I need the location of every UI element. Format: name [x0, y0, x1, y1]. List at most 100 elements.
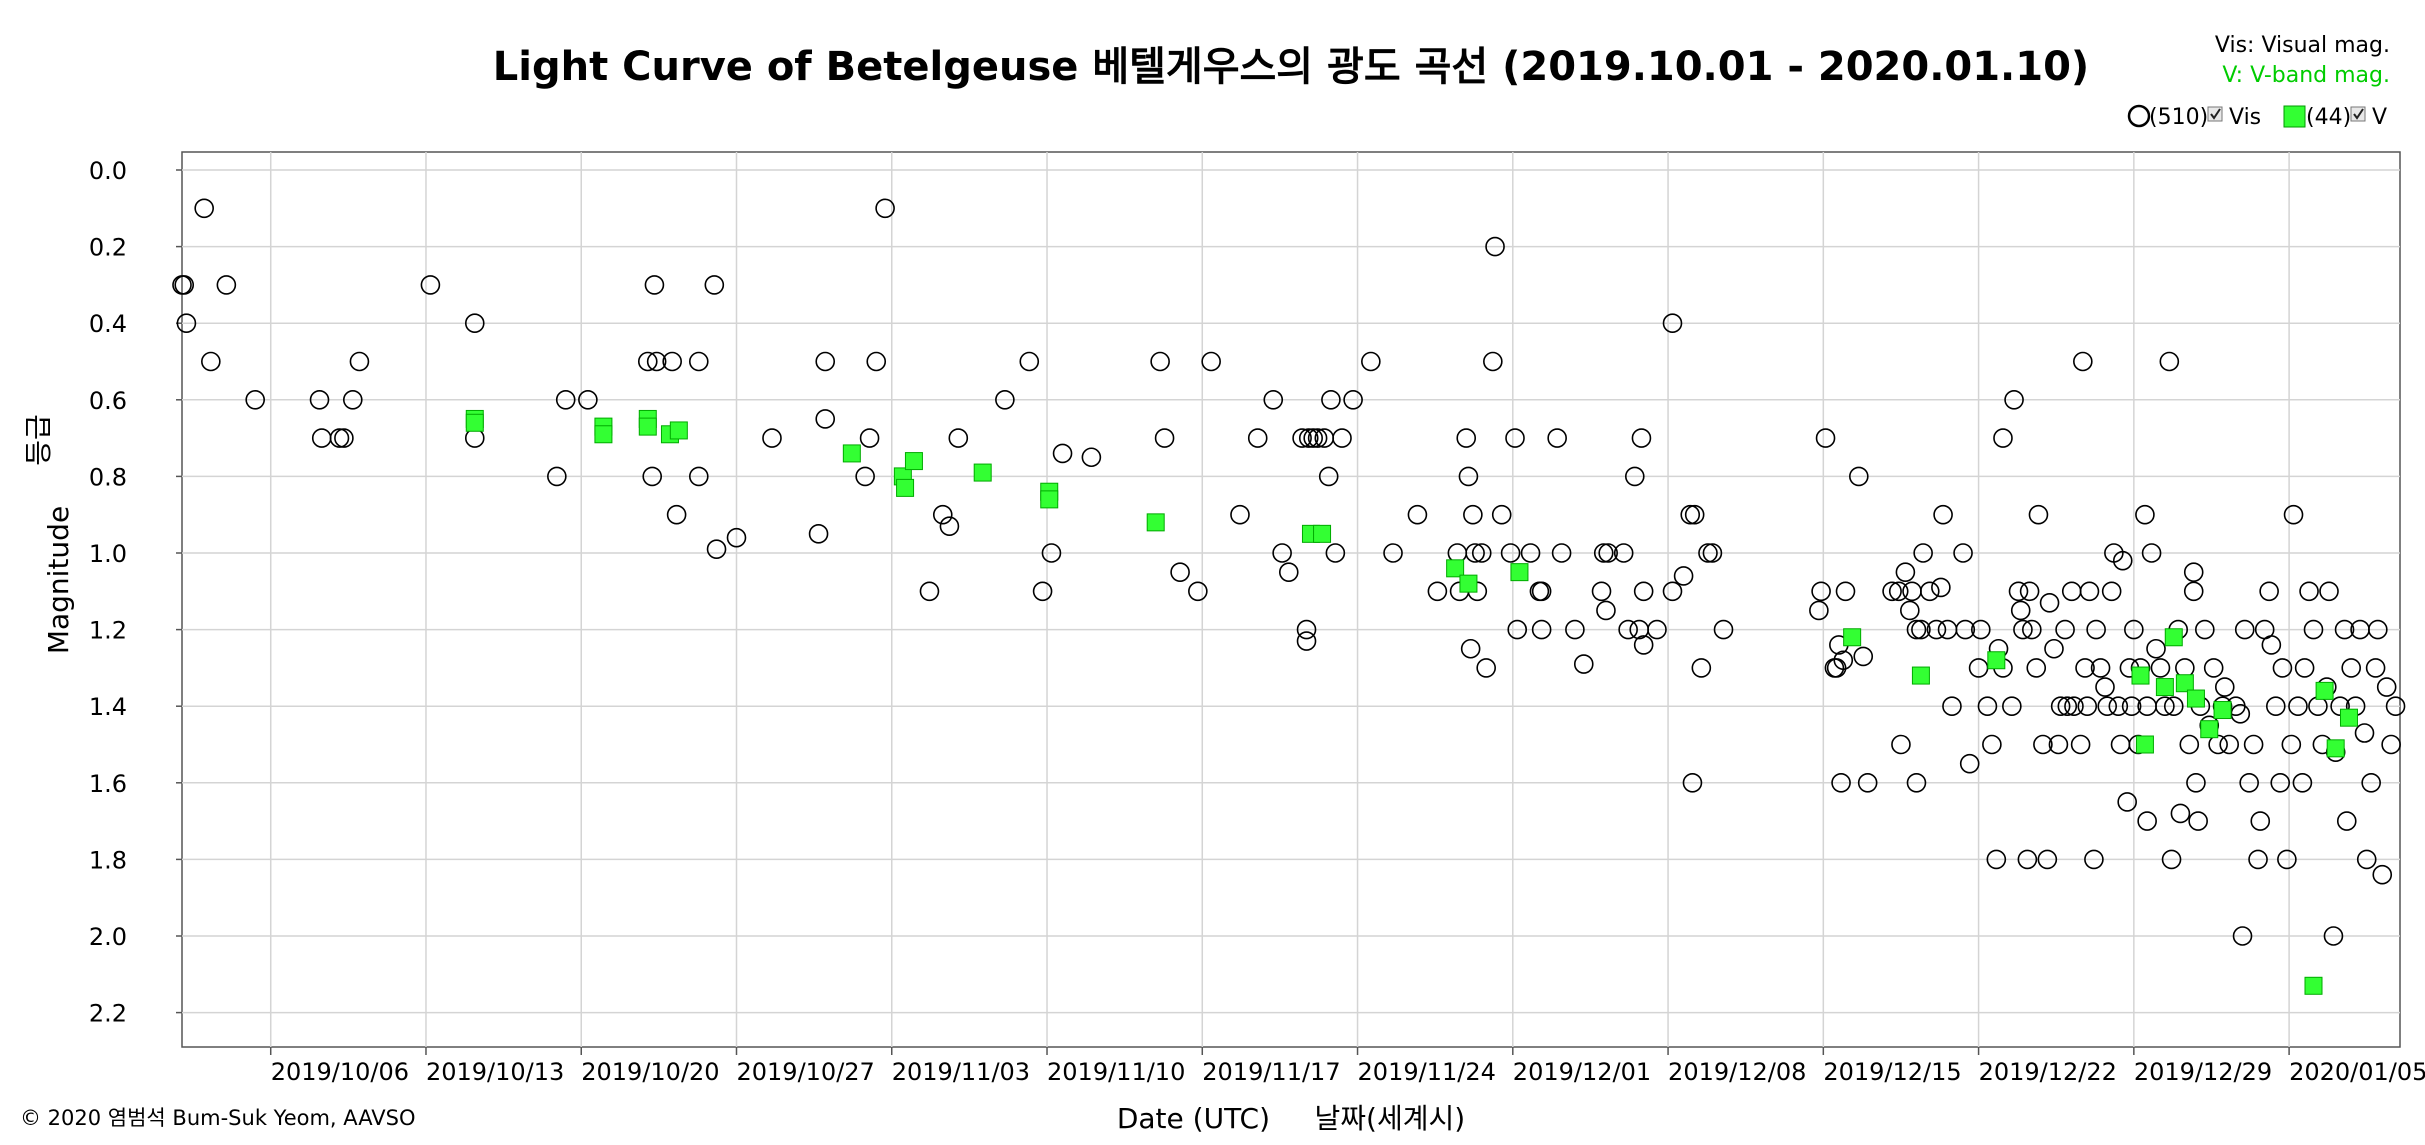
legend-vis-checkbox[interactable]	[2207, 106, 2223, 122]
vis-point	[1081, 447, 1102, 468]
vis-point	[2239, 772, 2259, 793]
vis-point	[2084, 849, 2104, 870]
vis-point	[2323, 926, 2344, 946]
vis-point	[1465, 543, 1485, 563]
vis-point	[1296, 631, 1317, 651]
vis-point	[866, 351, 887, 372]
vis-point	[939, 516, 960, 536]
vis-point	[1906, 619, 1927, 640]
vis-point	[1170, 562, 1190, 582]
vis-point	[1673, 566, 1694, 586]
vis-point	[2195, 619, 2215, 640]
vis-point	[1565, 619, 1585, 640]
vis-point	[1993, 428, 2013, 448]
vis-point	[1507, 619, 1528, 640]
vis-point	[1826, 658, 1847, 678]
legend: (510) Vis (44) V	[2127, 104, 2387, 130]
vis-point	[1942, 696, 1962, 717]
vis-point	[1953, 543, 1973, 563]
vis-point	[688, 466, 709, 487]
vis-point	[2183, 581, 2204, 602]
y-tick-label: 0.0	[89, 157, 127, 185]
vis-point	[2376, 677, 2397, 697]
vis-point	[1591, 581, 1612, 602]
vis-point	[1913, 543, 1933, 563]
vis-point	[2117, 792, 2137, 812]
legend-v-count: (44)	[2306, 105, 2351, 130]
vis-point	[2097, 696, 2118, 717]
x-tick-label: 2019/12/08	[1668, 1058, 1806, 1086]
vis-point	[2161, 849, 2182, 870]
vis-point	[1662, 581, 1683, 602]
vis-point	[1970, 619, 1991, 640]
vis-point	[1547, 428, 1567, 448]
v-point	[973, 463, 992, 482]
vis-point	[2022, 619, 2042, 640]
vis-point	[2077, 696, 2098, 717]
vis-point	[2037, 849, 2058, 870]
y-tick-label: 1.8	[89, 846, 127, 874]
x-tick-label: 2019/12/22	[1979, 1058, 2117, 1086]
vis-point	[815, 351, 836, 372]
vis-point	[2159, 351, 2180, 372]
vis-point	[2013, 619, 2033, 640]
vis-point	[1977, 696, 1998, 717]
vis-point	[2064, 696, 2084, 717]
vis-point	[201, 351, 221, 372]
v-point	[2315, 681, 2334, 700]
vis-point	[688, 351, 709, 372]
v-point	[896, 478, 915, 497]
vis-point	[2155, 696, 2175, 717]
y-tick-label: 2.0	[89, 923, 127, 951]
vis-point	[1891, 734, 1911, 755]
legend-v-label: V	[2372, 105, 2387, 130]
y-tick-label: 0.6	[89, 387, 127, 415]
legend-vis-marker	[2127, 104, 2151, 128]
x-tick-label: 2019/11/10	[1047, 1058, 1185, 1086]
vis-point	[2361, 772, 2381, 793]
vis-point	[2044, 638, 2064, 659]
v-point	[594, 425, 613, 444]
x-tick-label: 2019/12/01	[1513, 1058, 1651, 1086]
vis-point	[932, 504, 953, 525]
vis-point	[2017, 849, 2038, 870]
vis-point	[2010, 600, 2031, 621]
v-point	[1987, 651, 2006, 670]
vis-point	[1041, 543, 1062, 563]
vis-point	[666, 504, 687, 525]
vis-point	[1321, 389, 1341, 410]
vis-point	[2219, 734, 2240, 755]
vis-point	[1593, 543, 1614, 563]
vis-point	[329, 428, 350, 448]
vis-point	[2141, 543, 2162, 563]
vis-point	[1150, 351, 1170, 372]
vis-point	[1573, 654, 1594, 674]
vis-point	[1188, 581, 1208, 602]
v-point	[2339, 708, 2358, 727]
x-tick-labels: 2019/10/06 2019/10/13 2019/10/20 2019/10/27…	[271, 1058, 2425, 1086]
v-point	[1446, 559, 1465, 578]
vis-point	[2039, 592, 2060, 613]
vis-point	[637, 351, 658, 372]
legend-v-checkbox[interactable]	[2350, 106, 2366, 122]
vis-point	[1633, 635, 1654, 655]
vis-point	[1019, 351, 1040, 372]
vis-point	[1292, 428, 1312, 448]
vis-point	[216, 275, 237, 295]
vis-point	[1857, 772, 1878, 793]
x-tick-label: 2019/10/27	[737, 1058, 875, 1086]
vis-point	[1906, 772, 1927, 793]
legend-v-marker	[2283, 105, 2306, 128]
vis-point	[2048, 734, 2069, 755]
vis-point	[2121, 696, 2142, 717]
vis-point	[1680, 504, 1701, 525]
vis-point	[2008, 581, 2029, 602]
copyright-credit: © 2020 염범석 Bum-Suk Yeom, AAVSO	[20, 1106, 415, 1130]
v-point	[638, 417, 657, 436]
vis-point	[1272, 543, 1292, 563]
y-tick-label: 1.4	[89, 693, 127, 721]
v-point	[1459, 574, 1478, 593]
v-point	[1510, 563, 1529, 582]
vis-point	[1383, 543, 1403, 563]
vis-point	[1531, 581, 1552, 602]
